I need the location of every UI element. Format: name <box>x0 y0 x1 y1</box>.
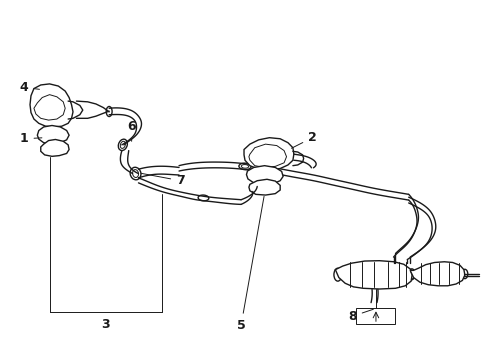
Ellipse shape <box>118 139 127 150</box>
Polygon shape <box>244 138 294 170</box>
Ellipse shape <box>130 167 141 180</box>
Ellipse shape <box>409 269 415 279</box>
Text: 4: 4 <box>20 81 40 94</box>
Ellipse shape <box>408 269 415 280</box>
Ellipse shape <box>334 268 342 281</box>
Text: 1: 1 <box>20 132 42 145</box>
Ellipse shape <box>198 195 209 201</box>
Ellipse shape <box>462 269 468 279</box>
Polygon shape <box>30 84 73 127</box>
Text: 8: 8 <box>348 309 373 323</box>
Polygon shape <box>37 126 69 144</box>
Text: 3: 3 <box>101 318 110 331</box>
Ellipse shape <box>239 163 251 170</box>
Text: 6: 6 <box>127 121 136 141</box>
Polygon shape <box>249 179 280 195</box>
Text: 5: 5 <box>237 196 264 332</box>
Polygon shape <box>41 139 69 156</box>
Polygon shape <box>246 166 283 184</box>
Polygon shape <box>410 262 465 286</box>
Text: 2: 2 <box>292 131 317 148</box>
Text: 7: 7 <box>141 173 185 187</box>
Ellipse shape <box>106 107 112 117</box>
Polygon shape <box>335 261 412 289</box>
